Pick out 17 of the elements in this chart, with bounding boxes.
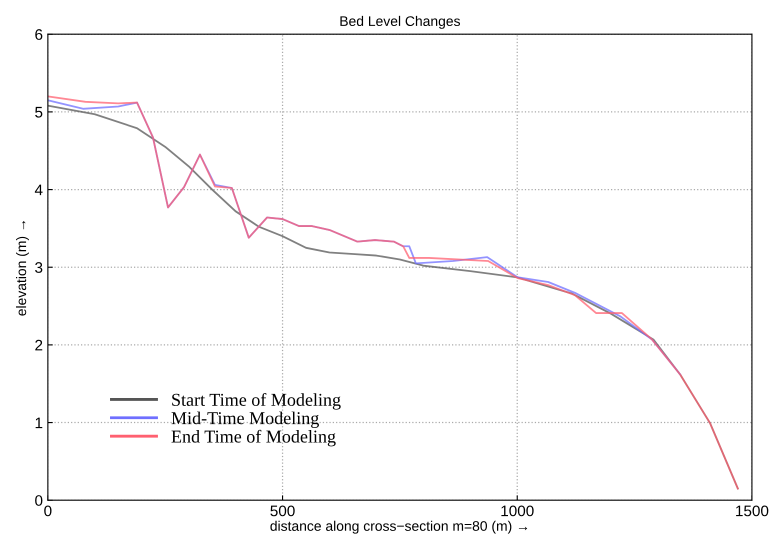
legend-label: Mid-Time Modeling	[172, 412, 319, 428]
x-tick-label: 1500	[736, 505, 768, 516]
y-axis-title: elevation (m) →	[16, 221, 29, 316]
y-tick-label: 0	[35, 495, 42, 506]
chart-title: Bed Level Changes	[340, 16, 460, 29]
y-tick-label: 1	[36, 418, 42, 428]
x-tick-label: 500	[270, 505, 295, 516]
y-tick-label: 4	[34, 184, 43, 196]
y-tick-label: 5	[35, 106, 42, 118]
y-tick-label: 6	[35, 29, 42, 40]
x-tick-label: 1000	[501, 505, 534, 516]
x-axis-title: distance along cross−section m=80 (m) →	[270, 520, 528, 534]
y-tick-label: 3	[35, 262, 42, 273]
x-tick-label: 0	[44, 505, 52, 516]
y-tick-label: 2	[35, 340, 42, 350]
legend-label: End Time of Modeling	[172, 430, 336, 446]
legend-label: Start Time of Modeling	[172, 393, 341, 410]
